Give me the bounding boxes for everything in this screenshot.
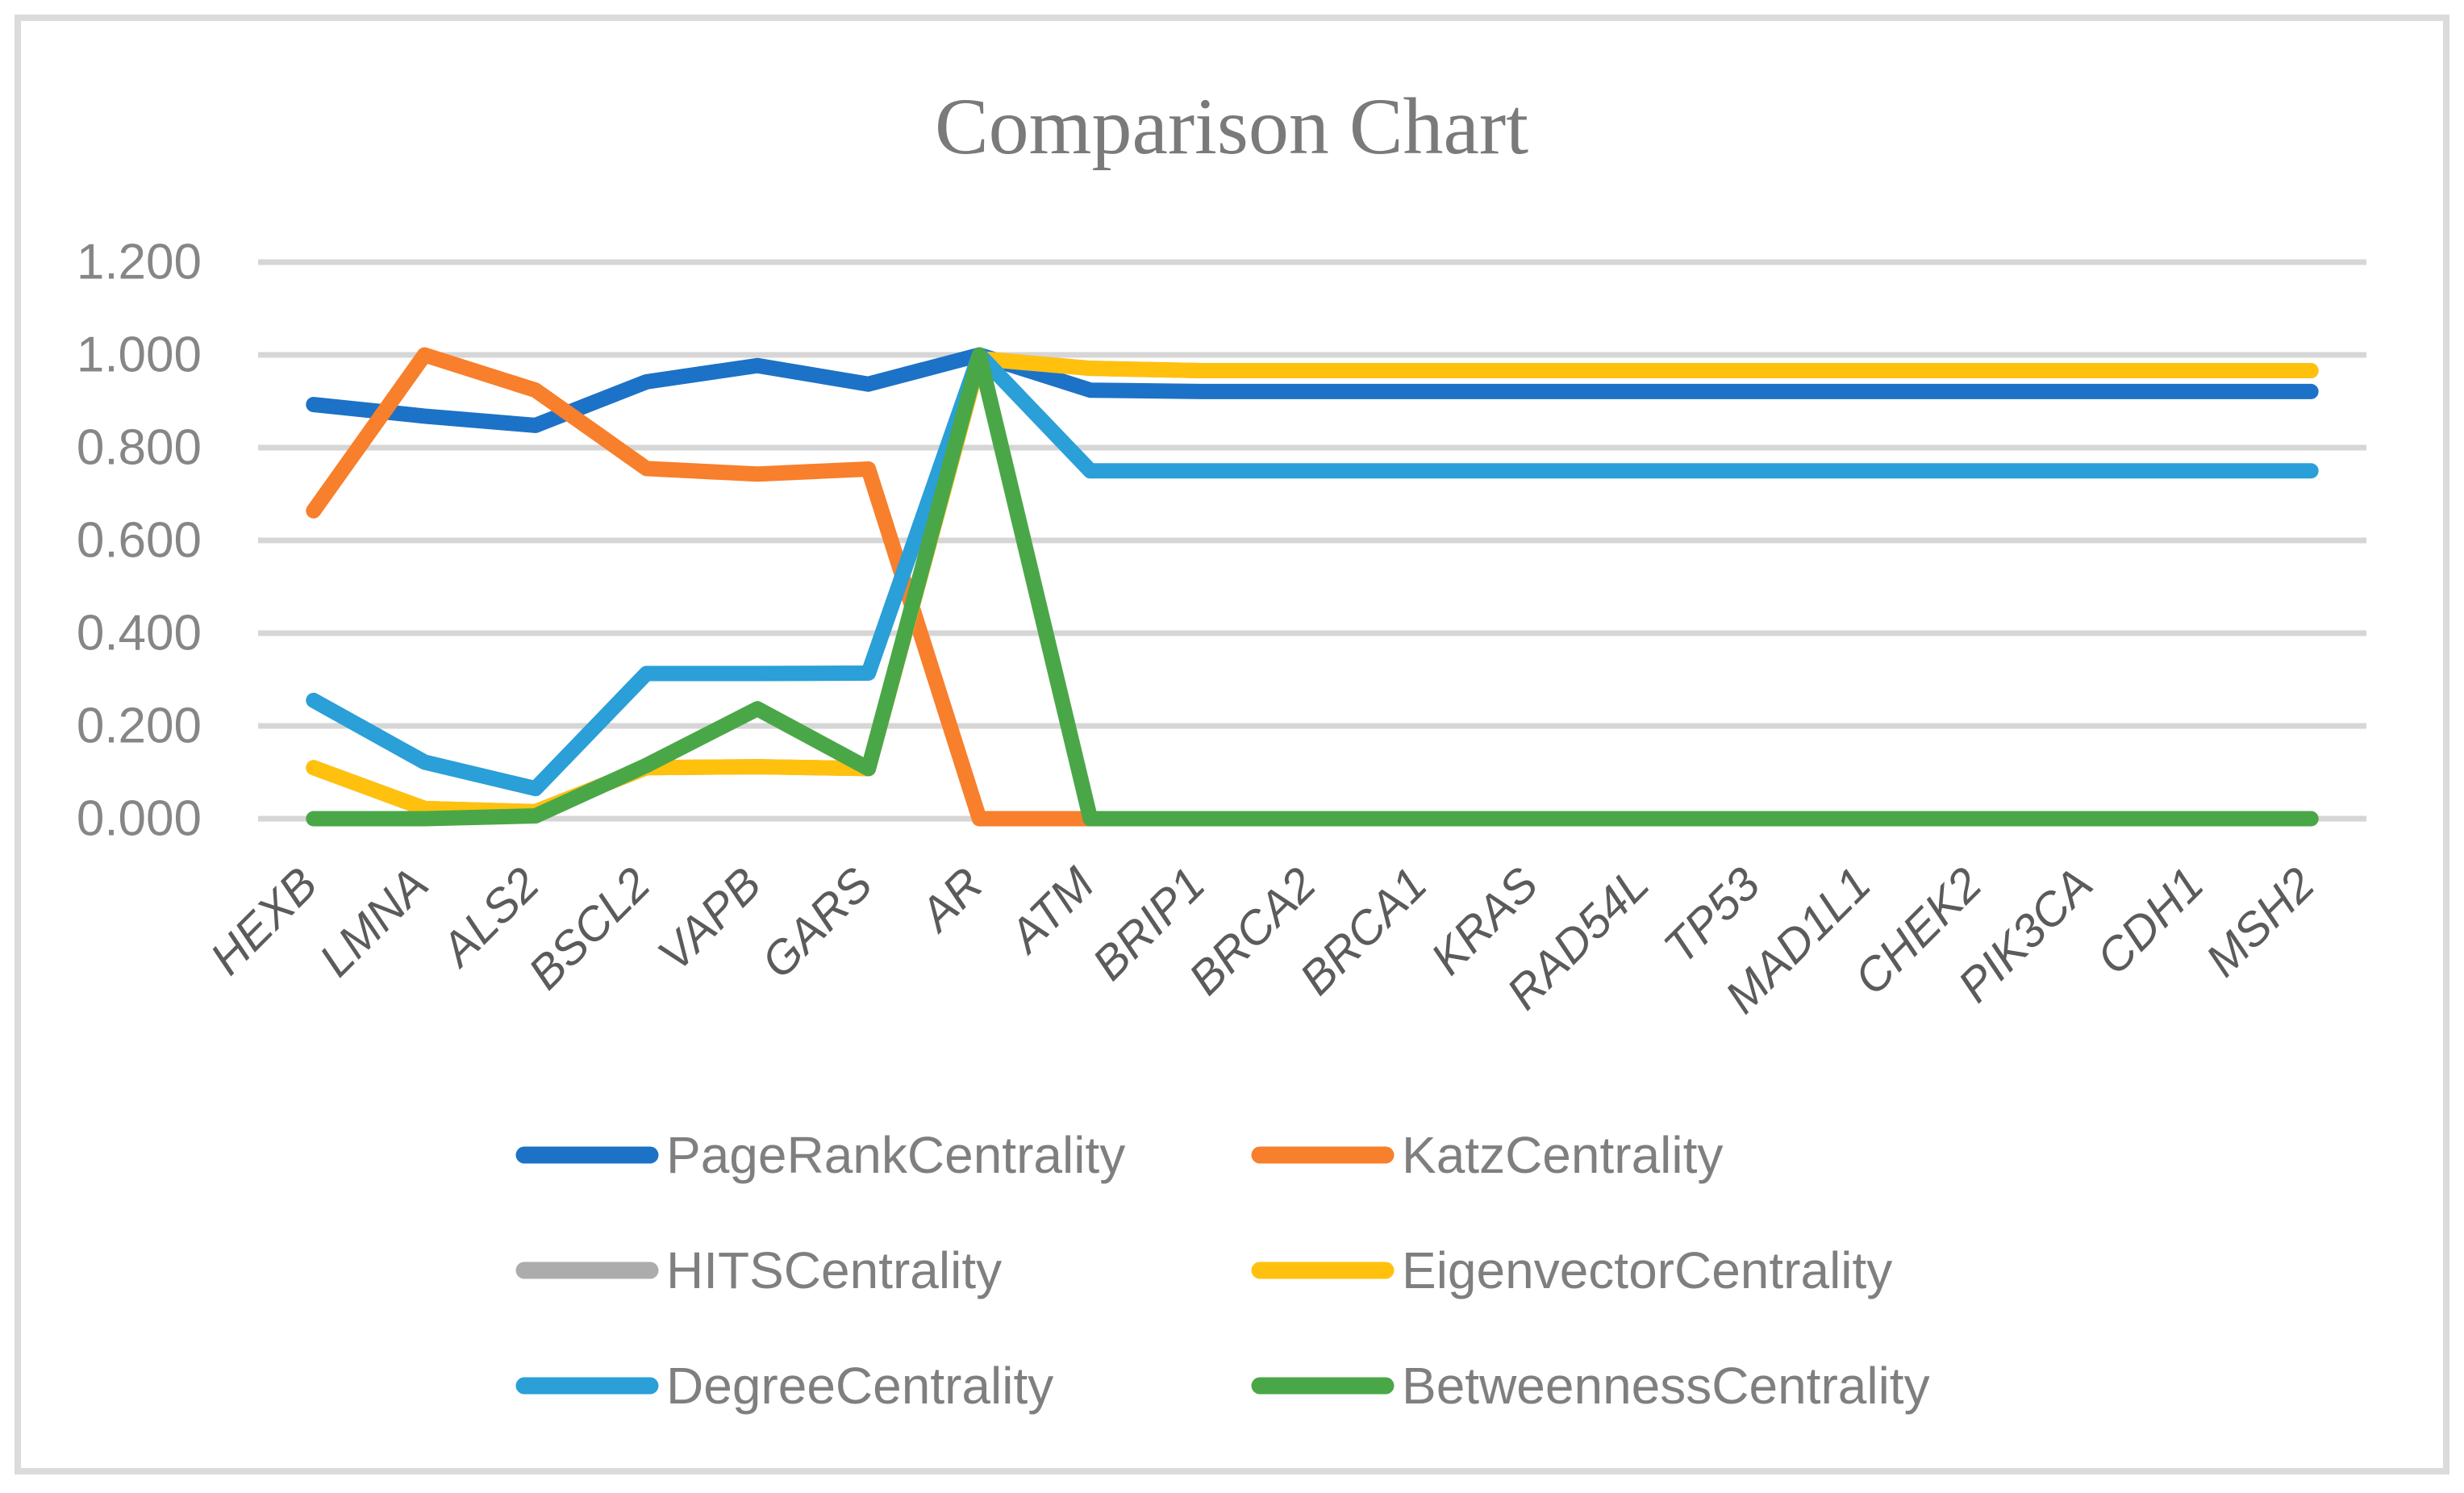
legend-label: HITSCentrality <box>666 1241 1002 1299</box>
y-axis-tick-label: 0.600 <box>77 513 202 569</box>
legend-item-HITSCentrality: HITSCentrality <box>515 1241 1002 1299</box>
chart-title: Comparison Chart <box>935 81 1528 171</box>
series-line-DegreeCentrality <box>306 347 2319 797</box>
y-axis-tick-label: 0.800 <box>77 420 202 476</box>
legend-item-PageRankCentrality: PageRankCentrality <box>515 1126 1125 1184</box>
y-axis-tick-label: 0.000 <box>77 791 202 847</box>
legend-label: EigenvectorCentrality <box>1402 1241 1892 1299</box>
legend-item-DegreeCentrality: DegreeCentrality <box>515 1357 1053 1415</box>
legend-item-EigenvectorCentrality: EigenvectorCentrality <box>1251 1241 1892 1299</box>
legend-label: PageRankCentrality <box>666 1126 1125 1184</box>
y-axis-labels: 0.000 0.200 0.400 0.600 0.800 1.000 1.200 <box>77 235 202 847</box>
series-line-BetweennessCentrality <box>306 347 2319 827</box>
series-group <box>306 347 2319 827</box>
y-axis-tick-label: 1.200 <box>77 235 202 290</box>
legend-label: KatzCentrality <box>1402 1126 1723 1184</box>
y-axis-tick-label: 0.400 <box>77 606 202 661</box>
legend-label: BetweennessCentrality <box>1402 1357 1930 1415</box>
legend-label: DegreeCentrality <box>666 1357 1053 1415</box>
y-axis-tick-label: 0.200 <box>77 699 202 754</box>
legend: PageRankCentrality KatzCentrality HITSCent… <box>515 1126 1930 1415</box>
series-line-PageRankCentrality <box>306 347 2319 433</box>
legend-item-BetweennessCentrality: BetweennessCentrality <box>1251 1357 1930 1415</box>
legend-item-KatzCentrality: KatzCentrality <box>1251 1126 1723 1184</box>
y-axis-tick-label: 1.000 <box>77 327 202 383</box>
